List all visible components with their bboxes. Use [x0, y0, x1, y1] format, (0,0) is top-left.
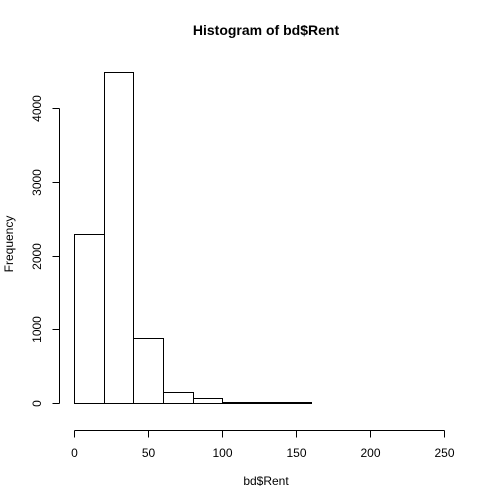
histogram-bar-2 [133, 338, 164, 404]
x-tick-label-2: 100 [212, 446, 232, 460]
y-tick-label-3: 3000 [30, 169, 44, 196]
y-tick-label-4: 4000 [30, 95, 44, 122]
x-tick-label-4: 200 [360, 446, 380, 460]
y-tick-label-0: 0 [30, 400, 44, 407]
bars-group [74, 72, 312, 404]
y-tick-label-2: 2000 [30, 243, 44, 270]
histogram-bar-3 [163, 392, 194, 404]
x-tick-label-0: 0 [71, 446, 78, 460]
x-axis-label: bd$Rent [243, 474, 289, 488]
y-axis-label: Frequency [2, 216, 16, 273]
y-tick-label-1: 1000 [30, 316, 44, 343]
histogram-bar-5 [222, 402, 253, 404]
y-axis: 0 1000 2000 3000 4000 [30, 95, 60, 407]
histogram-bar-7 [281, 402, 312, 404]
histogram-bar-0 [74, 234, 105, 404]
x-tick-label-3: 150 [286, 446, 306, 460]
x-tick-label-5: 250 [434, 446, 454, 460]
x-axis: 0 50 100 150 200 250 [71, 430, 455, 460]
chart-title: Histogram of bd$Rent [193, 22, 340, 38]
histogram-bar-1 [104, 72, 134, 404]
x-tick-label-1: 50 [142, 446, 156, 460]
histogram-bar-6 [252, 402, 282, 404]
histogram-bar-4 [193, 398, 223, 404]
